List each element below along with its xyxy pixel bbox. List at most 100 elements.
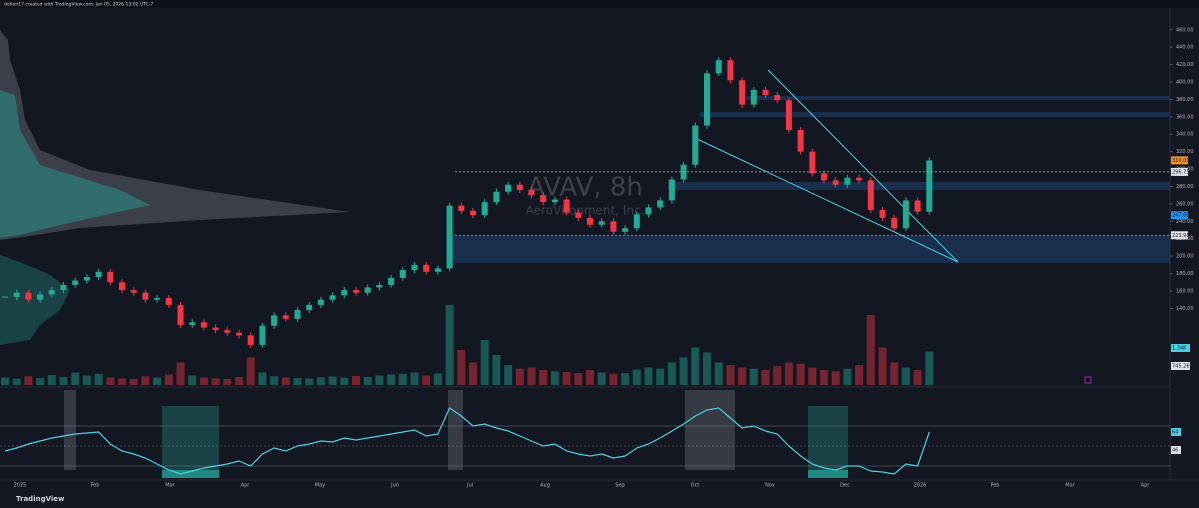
candle [317, 299, 324, 305]
volume-bar [305, 378, 314, 385]
candle [762, 89, 769, 96]
volume-bar [527, 367, 536, 385]
volume-bar [223, 379, 232, 385]
candle [165, 297, 172, 305]
signal-bar [162, 470, 219, 478]
y-tick-label: 380.00 [1176, 97, 1194, 103]
volume-bar [738, 367, 747, 385]
volume-bar [293, 378, 302, 385]
candle [704, 73, 710, 126]
x-tick-label: May [315, 483, 325, 489]
candle [119, 282, 125, 291]
x-tick-label: Dec [840, 483, 850, 489]
candle [657, 200, 664, 208]
y-tick-label: 400.00 [1176, 80, 1194, 86]
y-tick-label: 180.00 [1176, 271, 1194, 277]
volume-bar [328, 376, 337, 385]
volume-bar [164, 374, 173, 385]
x-tick-label: Sep [615, 483, 624, 489]
volume-bar [714, 362, 723, 385]
candle [271, 315, 278, 326]
candle [832, 180, 839, 185]
candle [142, 292, 149, 300]
candle [48, 290, 55, 295]
y-tick-label: 200.00 [1176, 254, 1194, 260]
x-tick-label: Mar [165, 483, 175, 489]
volume-bar [597, 372, 606, 385]
candle [353, 290, 359, 293]
volume-bar [515, 368, 524, 385]
candle [715, 60, 722, 74]
volume-bar [363, 377, 372, 385]
highlight-zone [808, 406, 848, 470]
candle [411, 264, 418, 271]
volume-bar [901, 367, 910, 385]
volume-bar [82, 375, 91, 385]
candle [891, 217, 898, 229]
y-tick-label: 320.00 [1176, 149, 1194, 155]
candle [434, 268, 441, 272]
supply-zone [740, 96, 1170, 100]
candle [154, 297, 161, 300]
candle [739, 80, 746, 105]
alert-marker[interactable] [1084, 376, 1092, 384]
candle [727, 60, 734, 81]
candle [329, 295, 336, 300]
candle [423, 264, 430, 272]
volume-bar [316, 377, 325, 385]
candle [785, 100, 792, 130]
candle [25, 292, 32, 300]
highlight-zone [162, 406, 219, 470]
volume-bar [24, 376, 33, 385]
caption: dotlon17 created with TradingView.com, J… [4, 2, 153, 8]
y-tick-label: 240.00 [1176, 219, 1194, 225]
osc-marker-label: 64 [1172, 430, 1178, 436]
volume-bar [281, 377, 290, 385]
candle [867, 180, 874, 210]
candle [505, 184, 512, 192]
volume-bar [925, 351, 934, 385]
volume-bar [469, 362, 477, 385]
volume-bar [398, 373, 407, 385]
x-tick-label: Jul [466, 483, 473, 489]
trendline [767, 69, 959, 263]
x-tick-label: Nov [765, 483, 775, 489]
y-tick-label: 420.00 [1176, 62, 1194, 68]
volume-bar [562, 372, 571, 385]
volume-bar [59, 377, 68, 385]
volume-bar [47, 375, 56, 385]
candle [540, 195, 547, 203]
volume-bar [866, 315, 875, 385]
volume-bar [632, 369, 641, 385]
volume-bar [621, 373, 630, 385]
osc-marker-bg [1171, 428, 1181, 436]
volume-bar [258, 372, 267, 385]
volume-bar [188, 375, 197, 385]
candle [2, 296, 8, 298]
volume-label: 745.26K [1172, 364, 1193, 370]
volume-bar [457, 350, 466, 385]
candle [13, 292, 20, 298]
volume-bar [129, 379, 138, 385]
volume-bar [574, 373, 583, 385]
volume-bar [784, 362, 793, 385]
volume-bar [679, 357, 688, 385]
x-tick-label: Feb [91, 483, 100, 489]
volume-bar [71, 372, 80, 385]
volume-bar [726, 365, 735, 385]
candle [247, 335, 254, 345]
x-tick-label: Mar [1065, 483, 1075, 489]
volume-profile-value-area [0, 90, 150, 238]
volume-bar [586, 370, 594, 385]
highlight-zone [448, 390, 463, 470]
highlight-zone [64, 390, 76, 470]
oscillator-line [4, 407, 930, 475]
volume-bar [340, 377, 349, 385]
candle [83, 277, 90, 281]
price-label-bg [1171, 156, 1188, 165]
volume-bar [667, 362, 676, 385]
candle [516, 184, 523, 190]
candle [60, 284, 67, 291]
x-tick-label: 2025 [14, 483, 27, 489]
candle [575, 212, 582, 218]
